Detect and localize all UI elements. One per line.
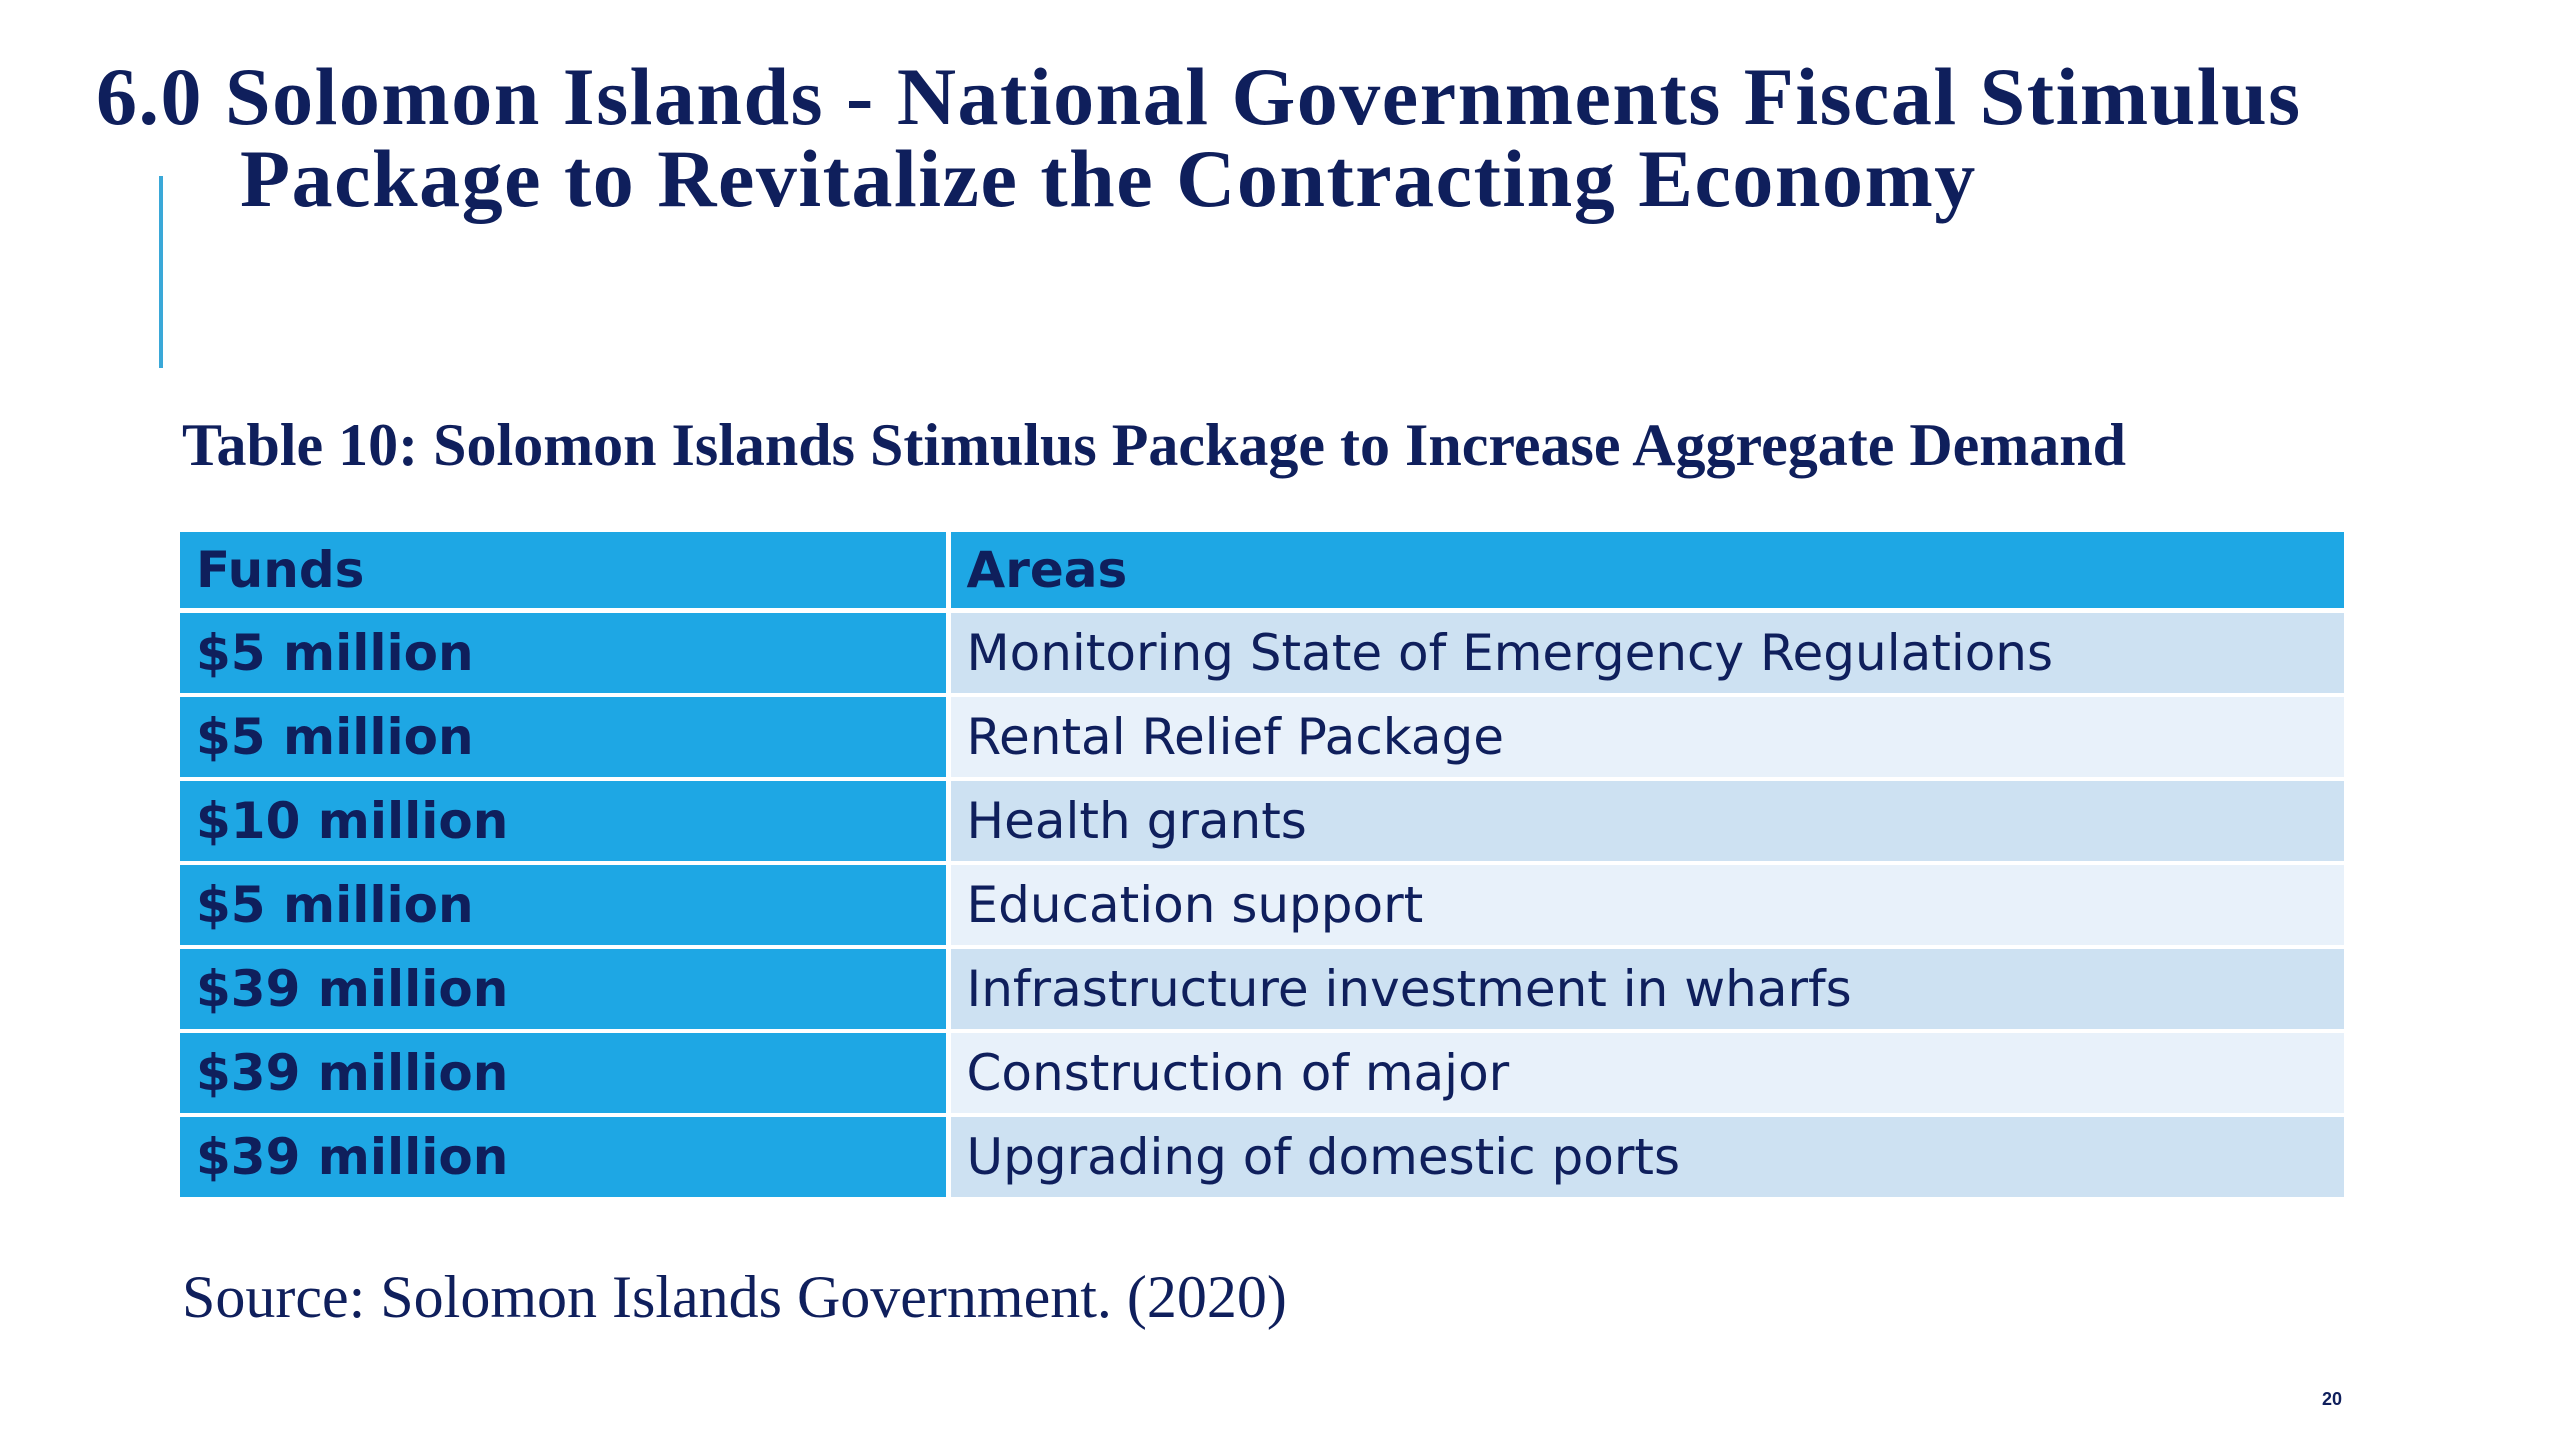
funds-cell: $39 million: [180, 945, 948, 1031]
title-accent-bar: [159, 176, 163, 368]
table-row: $39 million Upgrading of domestic ports: [180, 1113, 2344, 1197]
funds-cell: $39 million: [180, 1113, 948, 1197]
stimulus-table: Funds Areas $5 million Monitoring State …: [180, 532, 2344, 1197]
source-note: Source: Solomon Islands Government. (202…: [182, 1264, 1287, 1330]
funds-cell: $5 million: [180, 693, 948, 779]
area-cell: Rental Relief Package: [945, 693, 2344, 779]
funds-cell: $39 million: [180, 1029, 948, 1115]
table-row: $5 million Rental Relief Package: [180, 693, 2344, 779]
area-cell: Infrastructure investment in wharfs: [945, 945, 2344, 1031]
table-caption: Table 10: Solomon Islands Stimulus Packa…: [182, 412, 2127, 478]
area-cell: Education support: [945, 861, 2344, 947]
area-cell: Upgrading of domestic ports: [945, 1113, 2344, 1197]
header-areas: Areas: [945, 532, 2344, 613]
table-row: $39 million Infrastructure investment in…: [180, 945, 2344, 1031]
slide-title-line-1: 6.0 Solomon Islands - National Governmen…: [96, 51, 2302, 142]
table-row: $5 million Education support: [180, 861, 2344, 947]
funds-cell: $5 million: [180, 861, 948, 947]
funds-cell: $5 million: [180, 608, 948, 695]
header-funds: Funds: [180, 532, 948, 613]
table-row: $39 million Construction of major: [180, 1029, 2344, 1115]
area-cell: Health grants: [945, 777, 2344, 863]
area-cell: Construction of major: [945, 1029, 2344, 1115]
slide-title: 6.0 Solomon Islands - National Governmen…: [96, 56, 2516, 220]
table-header-row: Funds Areas: [180, 532, 2344, 613]
table-row: $5 million Monitoring State of Emergency…: [180, 608, 2344, 695]
area-cell: Monitoring State of Emergency Regulation…: [945, 608, 2344, 695]
table-row: $10 million Health grants: [180, 777, 2344, 863]
funds-cell: $10 million: [180, 777, 948, 863]
page-number: 20: [2321, 1389, 2343, 1409]
slide-title-line-2: Package to Revitalize the Contracting Ec…: [240, 133, 1977, 224]
